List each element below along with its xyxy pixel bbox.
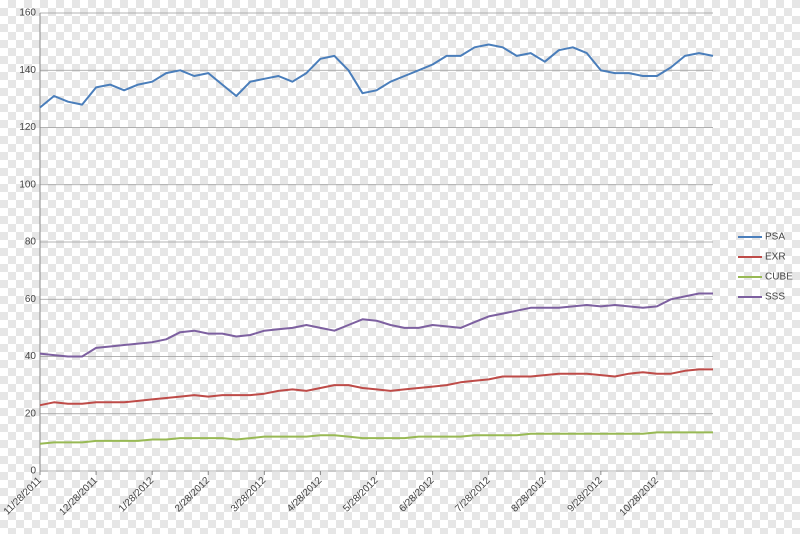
legend-label: EXR xyxy=(765,252,786,263)
series-line xyxy=(39,431,713,445)
x-tick-label: 9/28/2012 xyxy=(566,475,606,515)
x-tick-label: 1/28/2012 xyxy=(117,475,157,515)
x-tick-label: 2/28/2012 xyxy=(173,475,213,515)
y-tick-label: 120 xyxy=(19,122,36,133)
x-tick-label: 11/28/2011 xyxy=(2,475,44,517)
x-tick-label: 12/28/2011 xyxy=(57,475,100,518)
x-tick-label: 3/28/2012 xyxy=(229,475,269,515)
x-tick-label: 7/28/2012 xyxy=(453,475,493,515)
series-line xyxy=(39,292,713,358)
legend-label: SSS xyxy=(765,292,785,303)
x-tick-label: 6/28/2012 xyxy=(397,475,437,515)
x-tick-label: 8/28/2012 xyxy=(509,475,549,515)
y-tick-label: 100 xyxy=(19,179,36,190)
y-tick-label: 20 xyxy=(25,408,37,419)
x-tick-label: 4/28/2012 xyxy=(285,475,325,515)
y-tick-label: 80 xyxy=(25,237,37,248)
y-tick-label: 140 xyxy=(19,65,36,76)
legend-label: PSA xyxy=(765,232,785,243)
y-tick-label: 40 xyxy=(25,351,37,362)
x-tick-label: 10/28/2012 xyxy=(618,475,661,518)
series-line xyxy=(39,368,713,407)
y-tick-label: 60 xyxy=(25,294,37,305)
legend-label: CUBE xyxy=(765,272,793,283)
y-tick-label: 0 xyxy=(30,466,36,477)
y-tick-label: 160 xyxy=(19,8,36,19)
x-tick-label: 5/28/2012 xyxy=(341,475,381,515)
series-line xyxy=(39,43,714,109)
